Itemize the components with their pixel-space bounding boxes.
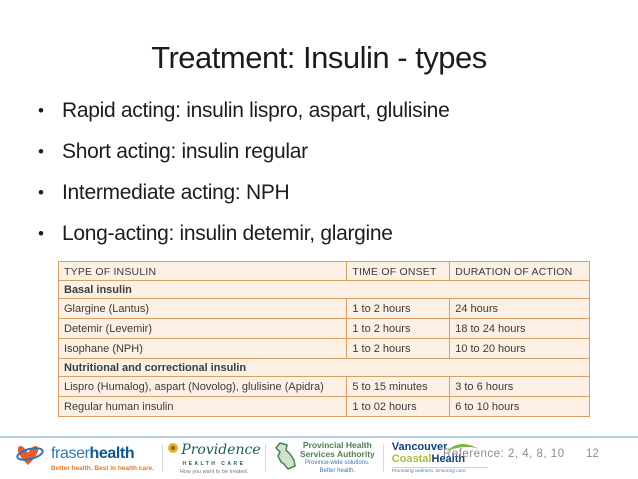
- table-cell: 6 to 10 hours: [449, 396, 590, 417]
- table-row: Regular human insulin 1 to 02 hours 6 to 1…: [57, 396, 590, 417]
- bullet-icon: •: [38, 142, 44, 161]
- bullet-icon: •: [38, 224, 44, 243]
- bullet-item: • Intermediate acting: NPH: [38, 179, 608, 206]
- table-cell: 1 to 2 hours: [346, 338, 451, 359]
- table-cell: 3 to 6 hours: [449, 376, 590, 397]
- phsa-name-line2: Services Authority: [299, 449, 375, 459]
- providence-health-logo: Providence HEALTH CARE How you want to b…: [168, 441, 261, 475]
- table-cell: Lispro (Humalog), aspart (Novolog), glul…: [57, 376, 348, 397]
- vch-name-line1: Vancouver: [391, 441, 448, 453]
- table-body: Basal insulin Glargine (Lantus) 1 to 2 hou…: [57, 280, 590, 417]
- table-cell: 10 to 20 hours: [449, 338, 590, 359]
- bullet-text: Rapid acting: insulin lispro, aspart, gl…: [62, 99, 450, 122]
- table-row: Lispro (Humalog), aspart (Novolog), glul…: [57, 376, 590, 397]
- column-header-duration: DURATION OF ACTION: [449, 261, 590, 281]
- footer-logos: fraserhealth Better health. Best in heal…: [16, 441, 488, 475]
- logo-separator: [161, 444, 163, 472]
- providence-tagline: How you want to be treated.: [179, 469, 249, 475]
- table-header-row: TYPE OF INSULIN TIME OF ONSET DURATION O…: [57, 261, 590, 281]
- table-section-row: Nutritional and correctional insulin: [58, 358, 590, 377]
- bullet-icon: •: [38, 101, 44, 120]
- mountain-swoosh-icon: [446, 439, 480, 457]
- table-section-row: Basal insulin: [58, 280, 590, 299]
- table-cell: Regular human insulin: [57, 396, 348, 417]
- page-number: 12: [586, 448, 599, 460]
- sunflower-icon: [167, 441, 181, 459]
- table-section-label: Basal insulin: [58, 280, 590, 299]
- bullet-icon: •: [38, 183, 44, 202]
- slide-title: Treatment: Insulin - types: [151, 40, 487, 75]
- bullet-item: • Long-acting: insulin detemir, glargine: [38, 220, 608, 247]
- fraser-wordmark: fraserhealth: [51, 444, 135, 462]
- providence-health-care-label: HEALTH CARE: [182, 461, 246, 467]
- table-cell: 1 to 02 hours: [346, 396, 451, 417]
- fraser-tagline: Better health. Best in health care.: [51, 464, 154, 472]
- table-cell: 1 to 2 hours: [346, 318, 451, 339]
- vch-name-line2: CoastalHealth: [391, 453, 466, 465]
- table-cell: Glargine (Lantus): [57, 298, 348, 319]
- providence-wordmark: Providence: [181, 442, 261, 458]
- phsa-name-line1: Provincial Health: [302, 440, 372, 450]
- table-cell: 24 hours: [449, 298, 590, 319]
- bullet-text: Short acting: insulin regular: [62, 140, 308, 163]
- logo-separator: [264, 444, 266, 472]
- column-header-type: TYPE OF INSULIN: [57, 261, 348, 281]
- table-row: Detemir (Levemir) 1 to 2 hours 18 to 24 ho…: [57, 318, 590, 339]
- bullet-text: Long-acting: insulin detemir, glargine: [62, 222, 393, 245]
- reference-text: Reference: 2, 4, 8, 10: [443, 448, 565, 460]
- table-cell: 18 to 24 hours: [449, 318, 590, 339]
- vancouver-coastal-health-logo: Vancouver CoastalHealth Promoting wellne…: [391, 439, 488, 474]
- table-cell: Detemir (Levemir): [57, 318, 348, 339]
- bc-map-icon: [274, 441, 296, 475]
- table-cell: 1 to 2 hours: [346, 298, 451, 319]
- table-cell: Isophane (NPH): [57, 338, 348, 359]
- logo-separator: [382, 444, 384, 472]
- bullet-list: • Rapid acting: insulin lispro, aspart, g…: [38, 97, 608, 261]
- bullet-item: • Short acting: insulin regular: [38, 138, 608, 165]
- fraser-heart-swoosh-icon: [16, 442, 46, 475]
- table-row: Glargine (Lantus) 1 to 2 hours 24 hours: [57, 298, 590, 319]
- column-header-onset: TIME OF ONSET: [346, 261, 451, 281]
- vch-tagline: Promoting wellness. Ensuring care.: [391, 467, 488, 474]
- phsa-tagline-line1: Province-wide solutions.: [305, 460, 370, 466]
- table-section-label: Nutritional and correctional insulin: [58, 358, 590, 377]
- fraser-health-logo: fraserhealth Better health. Best in heal…: [16, 442, 154, 475]
- bullet-item: • Rapid acting: insulin lispro, aspart, g…: [38, 97, 608, 124]
- bullet-text: Intermediate acting: NPH: [62, 181, 290, 204]
- phsa-logo: Provincial Health Services Authority Pro…: [274, 441, 375, 475]
- footer-divider-line: [0, 436, 638, 438]
- insulin-types-table: TYPE OF INSULIN TIME OF ONSET DURATION O…: [57, 261, 590, 417]
- table-row: Isophane (NPH) 1 to 2 hours 10 to 20 hours: [57, 338, 590, 359]
- phsa-tagline-line2: Better health.: [319, 468, 356, 474]
- table-cell: 5 to 15 minutes: [346, 376, 451, 397]
